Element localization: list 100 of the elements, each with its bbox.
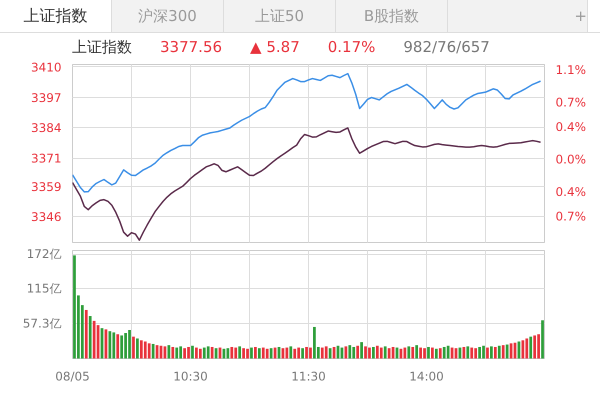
y-tick-label: 172亿 [26,247,62,262]
text: 0.17% [328,38,376,56]
bar [112,332,116,358]
x-tick-label: 14:00 [409,370,444,384]
text: 上证50 [224,0,336,32]
bar [234,348,238,358]
bar [187,346,190,358]
bar [458,348,462,358]
y2-tick-label: 1.1% [556,63,586,78]
bar [462,346,466,358]
bar [372,346,375,358]
bar [301,348,304,358]
bar [226,348,230,358]
bar [285,348,288,358]
bar [128,330,131,358]
bar [525,338,528,358]
bar [336,346,340,358]
bar [388,348,391,358]
bar [344,346,348,358]
y-tick-label: 3371 [30,152,62,166]
bar [478,346,481,358]
line-series [72,127,542,241]
bar [427,346,430,358]
bar [88,316,92,358]
bar [309,348,312,358]
bar [466,346,470,358]
y2-tick-label: 0.7% [556,209,586,224]
bar [179,346,182,358]
bar [214,348,218,358]
bar [132,336,135,358]
bar [156,345,158,358]
y-tick-label: 3397 [30,90,62,105]
bar [250,348,253,358]
bar [396,348,398,358]
bar [490,346,493,358]
bar [262,348,265,358]
bar [400,348,402,358]
bar [454,348,458,358]
y2-tick-label: 0.4% [556,120,586,134]
bar [494,346,497,358]
bar [278,346,280,358]
bar [423,348,426,358]
bar [73,255,76,358]
bar [533,335,536,358]
bar [313,326,316,358]
bar [486,348,489,358]
bar [431,348,434,358]
bar [124,333,127,358]
bar [242,348,245,358]
bar [175,348,178,358]
bar [270,348,273,358]
x-tick-label: 08/05 [55,370,90,384]
bar [210,346,214,358]
bar [148,343,151,358]
y-tick-label: 57.3亿 [22,316,62,331]
text: 982/76/657 [403,38,490,56]
bar [470,348,474,358]
bar [384,346,387,358]
y-tick-label: 3346 [30,210,62,224]
bar [108,331,112,358]
bar [320,348,324,358]
bar [258,348,261,358]
bar [364,346,367,358]
text: + [448,0,588,32]
y2-tick-label: 0.7% [556,96,586,110]
bar [518,342,520,358]
bar [506,344,509,358]
bar [510,343,512,358]
bar [238,346,242,358]
bar [514,342,516,358]
bar [419,348,422,358]
y-tick-label: 3359 [30,180,62,194]
bar [120,335,124,358]
bar [482,346,485,358]
x-tick-label: 10:30 [173,370,208,384]
bar [104,329,108,358]
bar [392,346,394,358]
bar [328,348,332,358]
bar [254,346,257,358]
bar [160,346,162,358]
bar [537,334,540,358]
line-series [72,72,542,193]
bar [521,340,524,358]
bar [100,328,104,358]
bar [450,348,454,358]
bar [167,345,170,358]
bar [474,348,478,358]
y-tick-label: 3384 [30,121,62,136]
text: 上证指数 [0,0,112,32]
bar [164,346,166,358]
bar [144,342,147,358]
bar [415,345,418,358]
bar [246,348,249,358]
bar [96,325,100,358]
bar [360,342,363,358]
bar [502,345,505,358]
bar [183,348,186,358]
y-tick-label: 115亿 [26,282,62,296]
bar [206,346,210,358]
bar [136,338,139,358]
